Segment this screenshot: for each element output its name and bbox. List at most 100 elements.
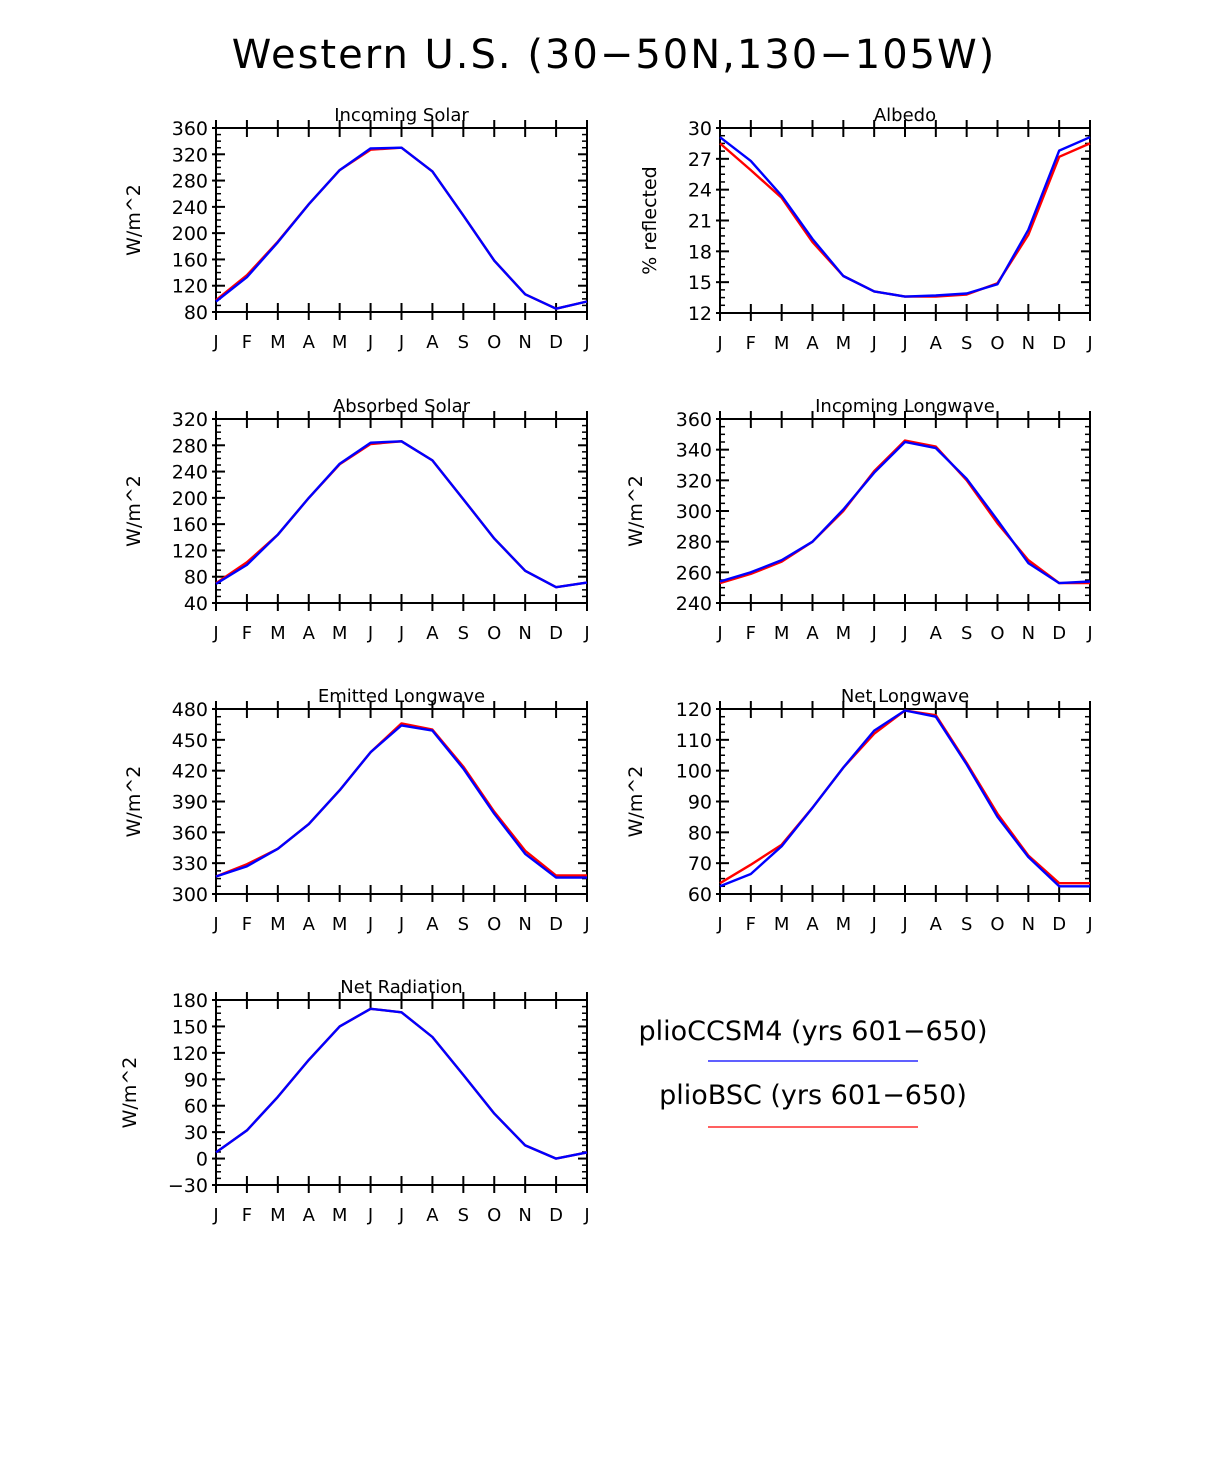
chart-title: Emitted Longwave — [318, 686, 485, 707]
x-tick-label: F — [242, 332, 252, 353]
y-tick-label: 0 — [196, 1149, 208, 1171]
y-tick-label: 320 — [676, 470, 712, 492]
y-tick-label: 30 — [184, 1122, 208, 1144]
x-tick-label: J — [212, 332, 218, 353]
x-tick-label: J — [1086, 623, 1092, 644]
x-tick-label: M — [774, 914, 790, 935]
x-tick-label: F — [242, 623, 252, 644]
x-tick-label: A — [303, 623, 316, 644]
y-tick-label: 120 — [172, 276, 208, 298]
x-tick-label: D — [1052, 914, 1066, 935]
y-tick-label: 320 — [172, 144, 208, 166]
x-tick-label: J — [398, 623, 404, 644]
y-tick-label: 300 — [172, 884, 208, 906]
y-tick-label: 120 — [676, 699, 712, 721]
y-axis-label: W/m^2 — [625, 766, 647, 838]
x-tick-label: A — [806, 333, 819, 354]
y-tick-label: 240 — [676, 593, 712, 615]
series-line-plioccsm4 — [215, 1007, 588, 1160]
x-tick-label: J — [583, 623, 589, 644]
x-tick-label: J — [583, 1205, 589, 1226]
chart-incoming-longwave: Incoming Longwave W/m^2 240 260 280 300 320 340… — [625, 396, 1093, 644]
y-tick-label: 80 — [184, 302, 208, 324]
y-tick-label: 420 — [172, 761, 208, 783]
x-tick-label: A — [930, 623, 943, 644]
y-tick-label: 24 — [688, 180, 712, 202]
x-tick-label: A — [426, 623, 439, 644]
y-tick-label: 60 — [688, 884, 712, 906]
x-tick-label: A — [303, 914, 316, 935]
series-line-pliobsc — [719, 142, 1091, 298]
x-tick-label: M — [836, 914, 852, 935]
x-tick-label: J — [716, 914, 722, 935]
x-tick-label: D — [549, 623, 563, 644]
series-line-pliobsc — [215, 440, 588, 589]
x-tick-label: M — [332, 332, 348, 353]
x-tick-label: D — [549, 1205, 563, 1226]
x-tick-label: J — [583, 332, 589, 353]
x-tick-label: J — [1086, 914, 1092, 935]
series-line-plioccsm4 — [215, 440, 588, 589]
x-tick-label: A — [806, 914, 819, 935]
x-tick-label: M — [836, 623, 852, 644]
x-tick-label: A — [426, 332, 439, 353]
y-tick-label: 120 — [172, 540, 208, 562]
x-tick-label: A — [426, 914, 439, 935]
x-tick-label: J — [212, 1205, 218, 1226]
plot-frame — [719, 418, 1091, 604]
legend-label-pliobsc: plioBSC (yrs 601−650) — [659, 1080, 967, 1111]
y-tick-label: 450 — [172, 730, 208, 752]
x-tick-label: N — [518, 332, 531, 353]
series-line-plioccsm4 — [719, 709, 1090, 888]
x-tick-label: J — [871, 914, 877, 935]
x-tick-label: O — [990, 623, 1004, 644]
x-tick-label: M — [270, 623, 286, 644]
figure-title: Western U.S. (30−50N,130−105W) — [232, 32, 997, 78]
x-tick-label: O — [990, 333, 1004, 354]
x-tick-label: J — [212, 914, 218, 935]
series-line-pliobsc — [719, 709, 1090, 885]
x-tick-label: J — [367, 623, 373, 644]
x-tick-label: F — [746, 914, 756, 935]
chart-title: Albedo — [874, 105, 936, 126]
x-tick-label: J — [398, 1205, 404, 1226]
x-tick-label: F — [242, 914, 252, 935]
x-tick-label: M — [774, 333, 790, 354]
chart-panels: Incoming SolarW/m^2801201602002402803203… — [119, 105, 1093, 1226]
series-line-plioccsm4 — [719, 136, 1091, 298]
series-line-pliobsc — [215, 146, 588, 310]
x-tick-label: O — [487, 623, 501, 644]
x-tick-label: J — [716, 333, 722, 354]
x-tick-label: D — [549, 914, 563, 935]
x-tick-label: J — [901, 623, 907, 644]
x-tick-label: O — [487, 332, 501, 353]
x-tick-label: A — [930, 914, 943, 935]
plot-frame — [215, 999, 588, 1186]
x-tick-label: J — [583, 914, 589, 935]
y-tick-label: 70 — [688, 853, 712, 875]
x-tick-label: M — [270, 914, 286, 935]
y-axis-label: W/m^2 — [625, 475, 647, 547]
y-tick-label: 360 — [172, 118, 208, 140]
chart-title: Incoming Longwave — [815, 396, 995, 417]
x-tick-label: J — [398, 332, 404, 353]
chart-title: Absorbed Solar — [333, 396, 471, 417]
y-tick-label: 280 — [172, 435, 208, 457]
y-tick-label: 280 — [172, 171, 208, 193]
x-tick-label: J — [1086, 333, 1092, 354]
y-tick-label: 260 — [676, 562, 712, 584]
x-tick-label: M — [332, 623, 348, 644]
y-tick-label: 27 — [688, 149, 712, 171]
x-tick-label: A — [426, 1205, 439, 1226]
y-tick-label: 18 — [688, 241, 712, 263]
x-tick-label: D — [549, 332, 563, 353]
x-tick-label: O — [990, 914, 1004, 935]
y-tick-label: 330 — [172, 853, 208, 875]
y-axis-label: W/m^2 — [123, 475, 145, 547]
series-line-plioccsm4 — [719, 440, 1091, 585]
y-tick-label: 280 — [676, 532, 712, 554]
x-tick-label: M — [270, 332, 286, 353]
